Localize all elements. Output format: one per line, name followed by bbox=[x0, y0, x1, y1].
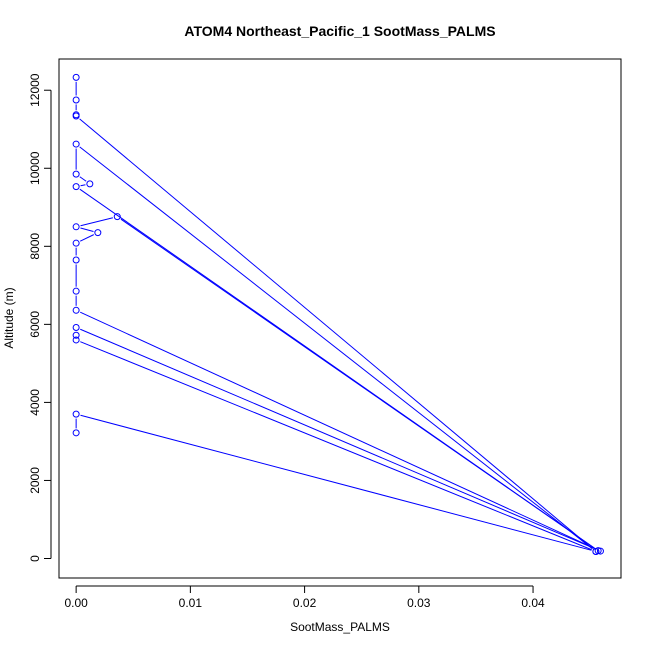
y-tick-label: 8000 bbox=[28, 233, 42, 260]
series-segment bbox=[79, 146, 593, 550]
data-point bbox=[72, 287, 80, 295]
data-point bbox=[72, 331, 80, 339]
data-point bbox=[72, 410, 80, 418]
data-point bbox=[94, 229, 102, 237]
series-segment bbox=[79, 234, 95, 242]
y-tick-label: 2000 bbox=[28, 467, 42, 494]
series-segment bbox=[79, 176, 87, 182]
series-segment bbox=[80, 227, 94, 232]
chart-title: ATOM4 Northeast_Pacific_1 SootMass_PALMS bbox=[184, 23, 495, 39]
series-segment bbox=[79, 188, 595, 549]
series-segment bbox=[80, 328, 597, 550]
data-point bbox=[72, 323, 80, 331]
data-point bbox=[72, 73, 80, 81]
data-point bbox=[72, 140, 80, 148]
plot-area bbox=[58, 58, 622, 579]
series-segment bbox=[79, 118, 593, 549]
x-tick-label: 0.04 bbox=[521, 596, 545, 610]
data-point bbox=[72, 223, 80, 231]
y-tick-label: 4000 bbox=[28, 389, 42, 416]
y-tick-label: 6000 bbox=[28, 311, 42, 338]
series-segment bbox=[80, 341, 592, 551]
y-tick-label: 0 bbox=[28, 555, 42, 562]
series-segment bbox=[80, 217, 114, 227]
y-tick-label: 10000 bbox=[28, 151, 42, 185]
x-tick-label: 0.03 bbox=[407, 596, 431, 610]
data-point bbox=[113, 213, 121, 221]
data-point bbox=[72, 306, 80, 314]
data-point bbox=[592, 547, 600, 555]
data-point bbox=[72, 96, 80, 104]
x-tick-label: 0.00 bbox=[64, 596, 88, 610]
data-point bbox=[72, 170, 80, 178]
y-axis: 0 2000 4000 6000 8000 10000 12000 bbox=[28, 73, 52, 562]
data-point bbox=[72, 111, 80, 119]
x-axis-label: SootMass_PALMS bbox=[290, 620, 390, 634]
x-tick-label: 0.02 bbox=[293, 596, 317, 610]
data-point bbox=[72, 183, 80, 191]
data-point bbox=[86, 180, 94, 188]
y-axis-label: Altitude (m) bbox=[2, 287, 16, 348]
x-tick-label: 0.01 bbox=[179, 596, 203, 610]
series-layer bbox=[72, 73, 604, 555]
series-segment bbox=[80, 414, 592, 551]
y-tick-label: 12000 bbox=[28, 73, 42, 107]
series-segment bbox=[80, 311, 597, 550]
data-point bbox=[72, 336, 80, 344]
data-point bbox=[72, 256, 80, 264]
data-point bbox=[72, 429, 80, 437]
x-axis: 0.00 0.01 0.02 0.03 0.04 bbox=[64, 585, 545, 610]
series-segment bbox=[80, 184, 86, 187]
data-point bbox=[72, 239, 80, 247]
